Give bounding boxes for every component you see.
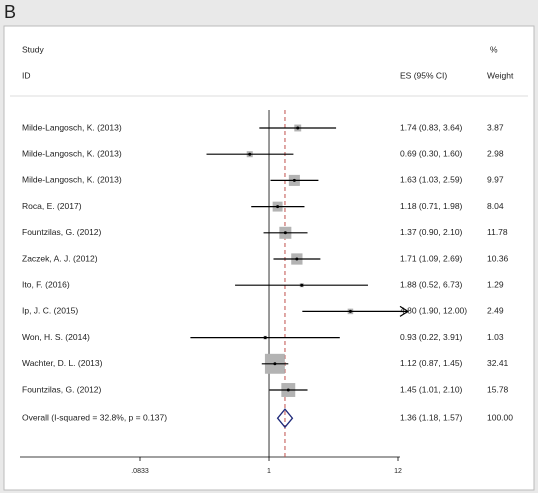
es-point (348, 309, 352, 313)
ci-label: 1.12 (0.87, 1.45) (400, 358, 463, 368)
overall-label: Overall (I-squared = 32.8%, p = 0.137) (22, 412, 167, 422)
es-point (296, 126, 300, 130)
header: Study (22, 44, 44, 54)
es-point (295, 257, 299, 261)
header: % (490, 44, 498, 54)
overall-diamond (276, 408, 294, 429)
panel-label: B (4, 2, 16, 22)
ci-label: 0.93 (0.22, 3.91) (400, 332, 463, 342)
x-tick-label: 1 (267, 468, 271, 475)
weight-label: 100.00 (487, 412, 513, 422)
weight-label: 8.04 (487, 201, 504, 211)
ci-label: 1.71 (1.09, 2.69) (400, 253, 463, 263)
weight-label: 32.41 (487, 358, 509, 368)
ci-label: 1.74 (0.83, 3.64) (400, 122, 463, 132)
es-point (300, 283, 304, 287)
weight-label: 15.78 (487, 384, 509, 394)
es-point (263, 336, 267, 340)
ci-label: 4.80 (1.90, 12.00) (400, 306, 467, 316)
weight-label: 2.98 (487, 148, 504, 158)
study-label: Fountzilas, G. (2012) (22, 384, 102, 394)
es-point (273, 362, 277, 366)
es-point (283, 231, 287, 235)
weight-label: 9.97 (487, 175, 504, 185)
ci-arrow (399, 305, 410, 317)
x-tick-label: 12 (394, 468, 402, 475)
study-label: Won, H. S. (2014) (22, 332, 90, 342)
study-label: Wachter, D. L. (2013) (22, 358, 103, 368)
ci-label: 1.88 (0.52, 6.73) (400, 279, 463, 289)
ci-label: 1.45 (1.01, 2.10) (400, 384, 463, 394)
study-label: Roca, E. (2017) (22, 201, 82, 211)
es-point (286, 388, 290, 392)
study-label: Ito, F. (2016) (22, 279, 70, 289)
x-tick-label: .0833 (131, 468, 149, 475)
study-label: Milde-Langosch, K. (2013) (22, 148, 122, 158)
weight-label: 3.87 (487, 122, 504, 132)
weight-label: 11.78 (487, 227, 508, 237)
ci-label: 1.63 (1.03, 2.59) (400, 175, 463, 185)
header: ES (95% CI) (400, 70, 447, 80)
ci-label: 1.36 (1.18, 1.57) (400, 412, 463, 422)
ci-label: 1.37 (0.90, 2.10) (400, 227, 463, 237)
weight-label: 1.29 (487, 279, 504, 289)
study-label: Fountzilas, G. (2012) (22, 227, 102, 237)
es-point (276, 205, 280, 209)
weight-label: 10.36 (487, 253, 509, 263)
header: ID (22, 70, 31, 80)
es-point (248, 152, 252, 156)
study-label: Milde-Langosch, K. (2013) (22, 122, 122, 132)
study-label: Ip, J. C. (2015) (22, 306, 78, 316)
study-label: Zaczek, A. J. (2012) (22, 253, 98, 263)
study-label: Milde-Langosch, K. (2013) (22, 175, 122, 185)
weight-label: 2.49 (487, 306, 504, 316)
header: Weight (487, 70, 514, 80)
weight-label: 1.03 (487, 332, 504, 342)
es-point (292, 178, 296, 182)
ci-label: 1.18 (0.71, 1.98) (400, 201, 463, 211)
ci-label: 0.69 (0.30, 1.60) (400, 148, 463, 158)
